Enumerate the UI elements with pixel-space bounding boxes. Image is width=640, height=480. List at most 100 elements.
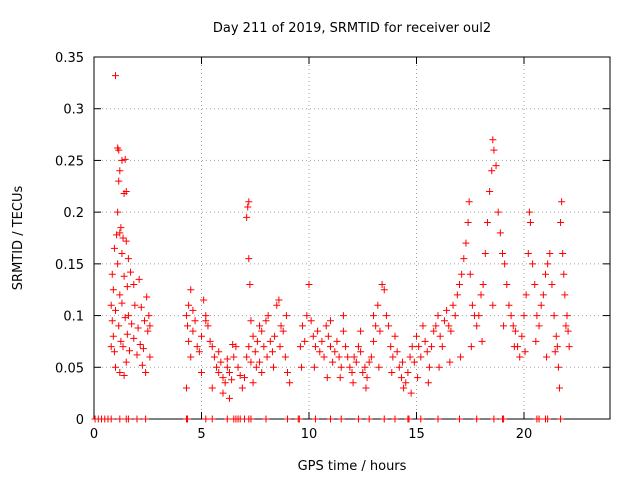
data-point [249,379,257,387]
data-point [120,272,128,280]
data-point [247,358,255,366]
y-tick-label: 0.25 [55,154,84,169]
data-point [367,353,375,361]
data-point [440,317,448,325]
data-point [457,353,465,361]
data-point [329,358,337,366]
data-point [465,198,473,206]
data-point [204,322,212,330]
data-point [137,303,145,311]
data-point [486,187,494,195]
data-point [432,322,440,330]
data-point [557,218,565,226]
data-point [277,322,285,330]
data-point [215,348,223,356]
data-point [559,250,567,258]
data-point [133,351,141,359]
data-point [236,372,244,380]
data-point [221,379,229,387]
data-point [468,301,476,309]
data-point [331,348,339,356]
data-point [130,281,138,289]
data-point [560,270,568,278]
data-point [399,358,407,366]
data-point [208,415,216,423]
data-point [374,301,382,309]
data-point [301,337,309,345]
data-point [134,324,142,332]
data-point [359,368,367,376]
data-point [406,353,414,361]
data-point [532,337,540,345]
data-point [354,343,362,351]
data-point [388,368,396,376]
data-point [117,337,125,345]
data-point [200,296,208,304]
data-point [189,327,197,335]
data-point [554,363,562,371]
data-point [146,322,154,330]
data-point [185,301,193,309]
data-point [365,415,373,423]
data-point [324,332,332,340]
data-point [245,198,253,206]
data-point [238,384,246,392]
data-point [202,317,210,325]
data-point [509,322,517,330]
data-point [223,355,231,363]
data-point [217,358,225,366]
data-point [258,327,266,335]
x-tick-label: 0 [90,427,98,442]
data-point [402,379,410,387]
data-point [118,250,126,258]
data-point [305,281,313,289]
data-point [108,270,116,278]
data-point [548,281,556,289]
data-point [430,327,438,335]
data-point [555,384,563,392]
y-axis-label: SRMTID / TECUs [11,186,26,291]
data-point [344,353,352,361]
data-point [208,384,216,392]
data-point [507,312,515,320]
data-point [391,332,399,340]
data-point [244,203,252,211]
data-point [438,343,446,351]
data-point [251,348,259,356]
data-point [518,332,526,340]
data-point [562,322,570,330]
data-point [310,363,318,371]
data-point [531,281,539,289]
data-point [565,343,573,351]
data-point [443,306,451,314]
data-point [210,353,218,361]
y-tick-label: 0.1 [63,310,84,325]
data-point [380,415,388,423]
data-point [297,363,305,371]
data-point [503,281,511,289]
data-point [564,327,572,335]
data-point [124,415,132,423]
data-point [311,415,319,423]
data-point [279,327,287,335]
data-point [116,167,124,175]
data-point [357,327,365,335]
data-point [241,374,248,382]
data-point [370,337,377,345]
data-point [245,343,253,351]
data-point [311,343,319,351]
x-tick-label: 10 [301,427,318,442]
data-point [529,260,537,268]
data-point [318,337,326,345]
data-point [424,379,432,387]
data-point [561,291,569,299]
data-point [303,312,311,320]
data-point [473,322,481,330]
data-point [479,281,487,289]
data-point [533,312,541,320]
data-point [467,343,475,351]
y-tick-labels: 0 0.05 0.1 0.15 0.2 0.25 0.3 0.35 [55,51,84,428]
data-point [385,322,393,330]
data-point [115,177,123,185]
